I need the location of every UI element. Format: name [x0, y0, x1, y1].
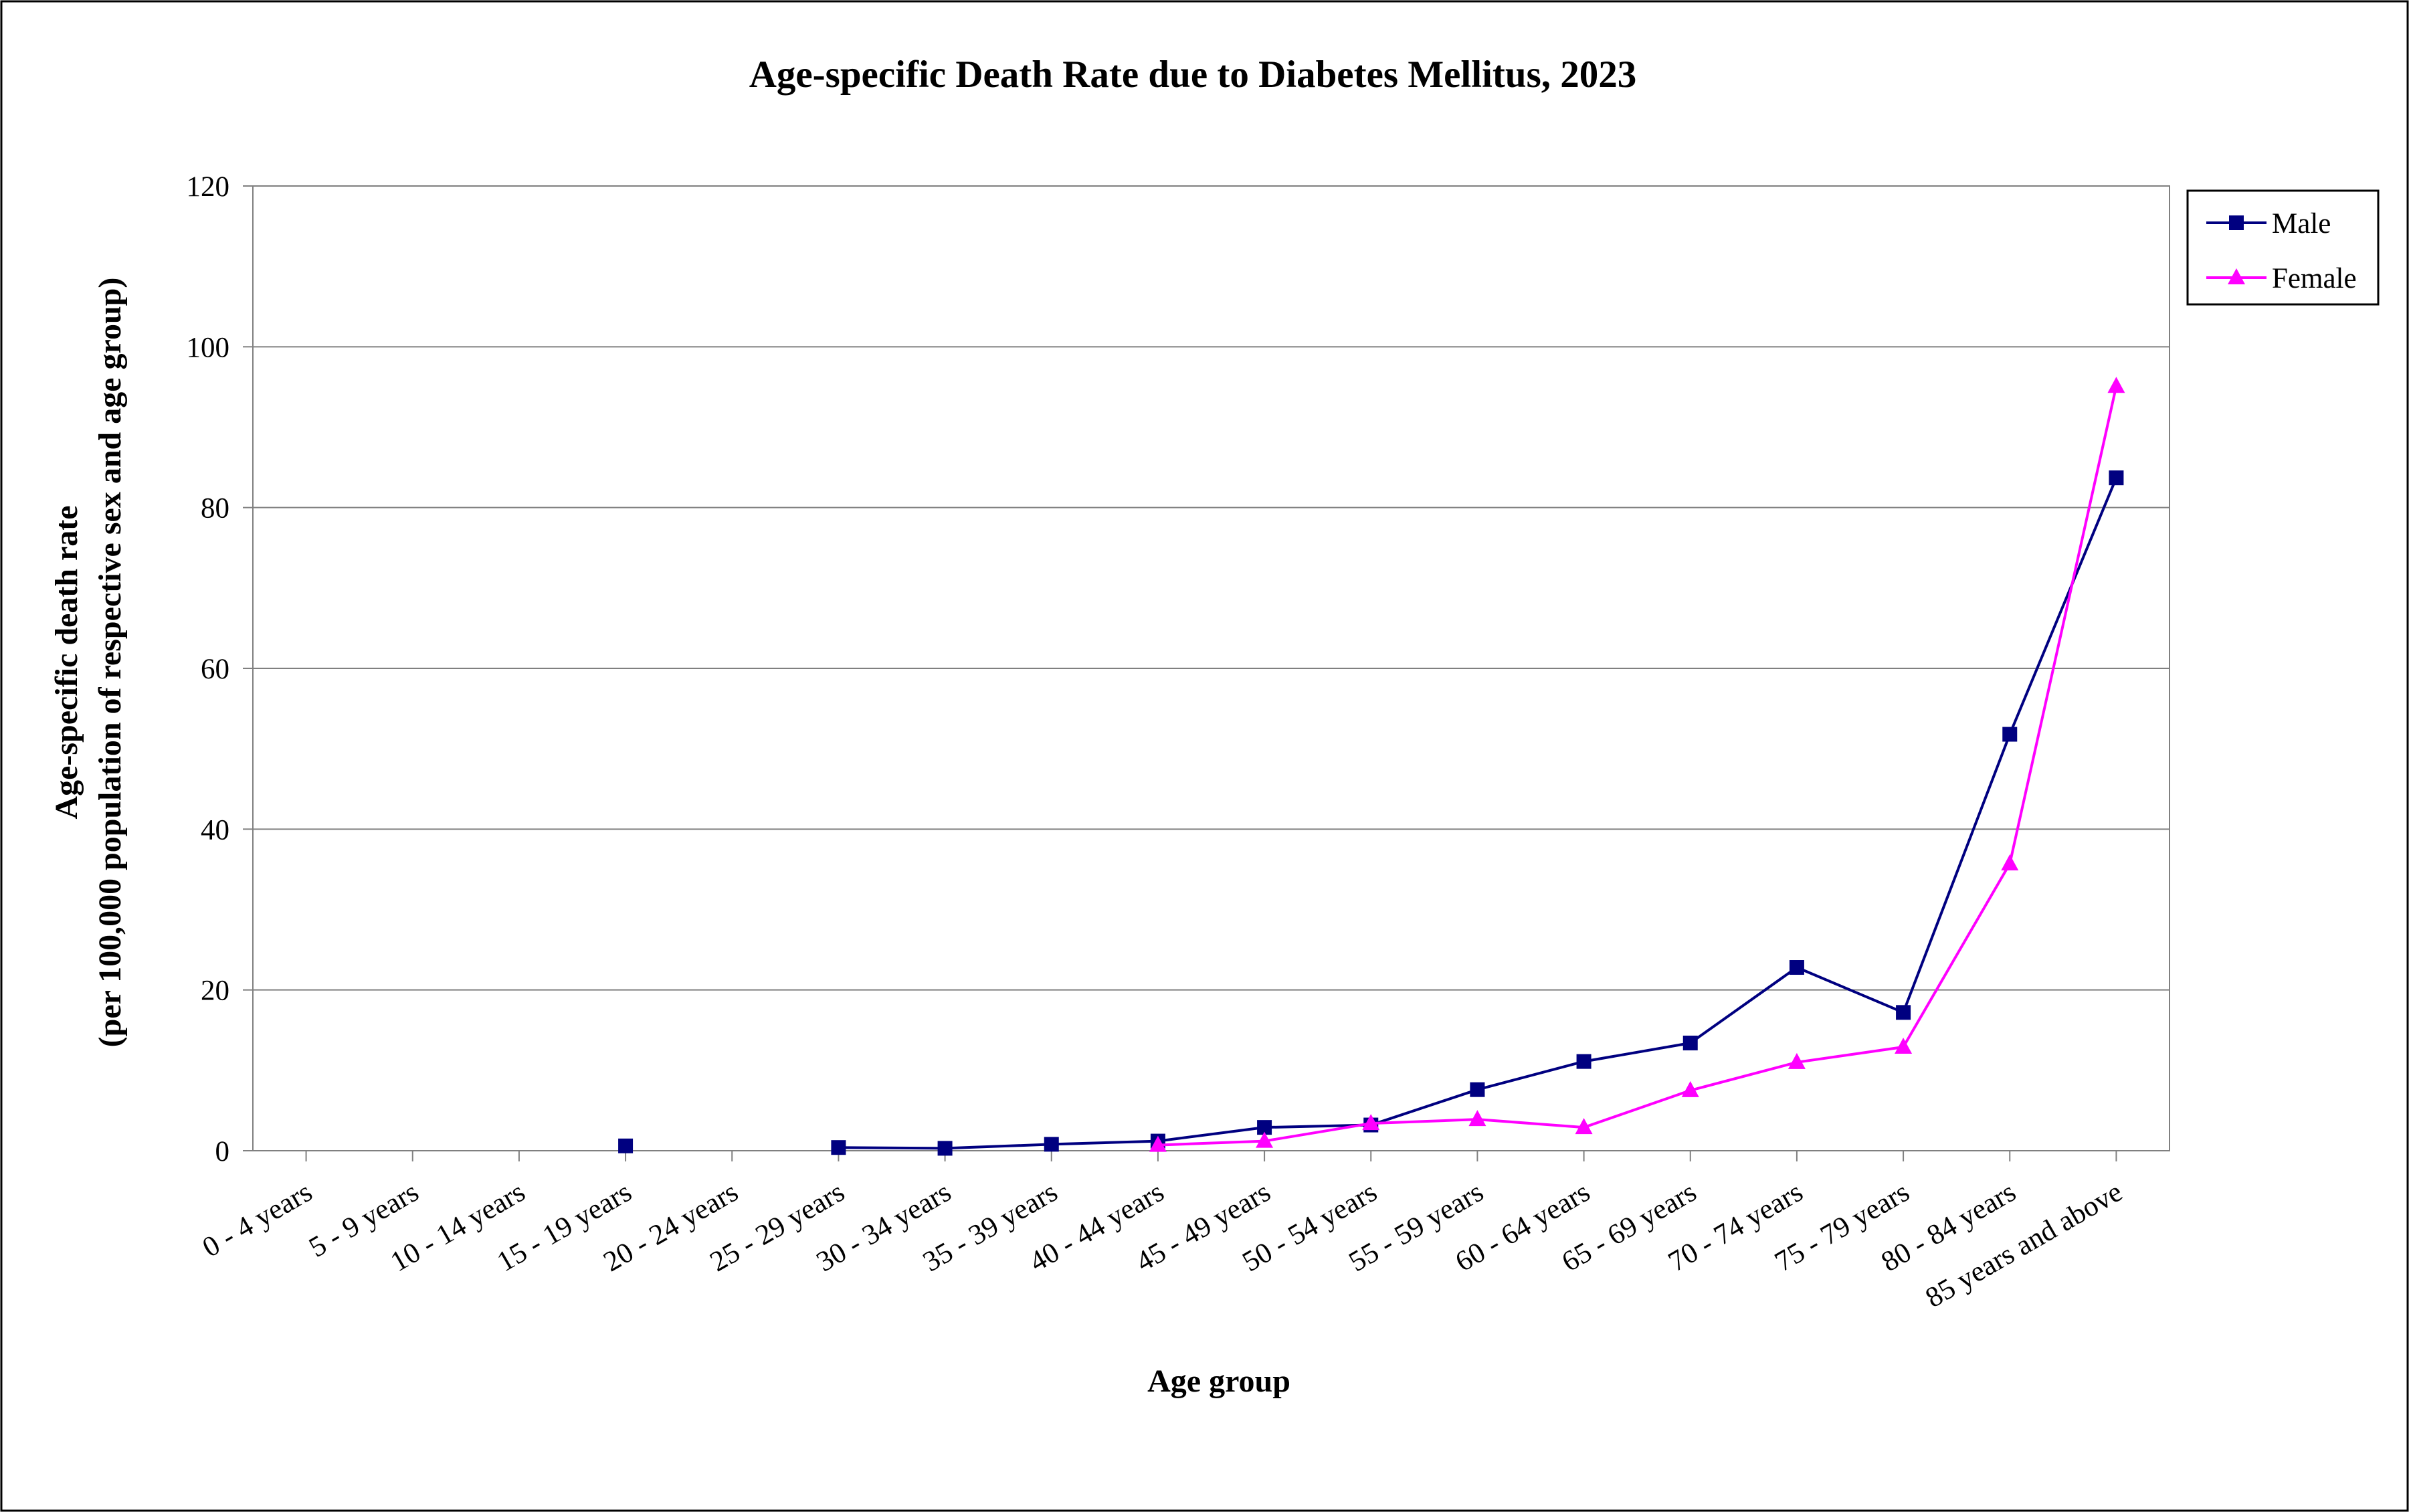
series-female-segment-14	[1690, 1060, 1798, 1092]
legend: Male Female	[2186, 189, 2380, 306]
series-male-segment-17	[2008, 477, 2118, 735]
series-female-segment-15	[1796, 1046, 1904, 1064]
series-male-point-15	[1896, 1005, 1911, 1020]
series-male-point-16	[2002, 727, 2018, 742]
legend-items: Male Female	[2206, 208, 2357, 294]
axes-layer	[243, 185, 2170, 1161]
y-tick-label-0: 0	[215, 1136, 230, 1167]
series-male-segment-14	[1689, 966, 1798, 1044]
series-female-segment-13	[1583, 1089, 1691, 1129]
series-male-segment-8	[1051, 1139, 1158, 1146]
series-male-point-12	[1576, 1054, 1592, 1069]
series-male-point-17	[2109, 470, 2124, 486]
series-male-point-14	[1789, 960, 1804, 975]
series-male-point-9	[1257, 1120, 1272, 1135]
y-tick-label-40: 40	[201, 814, 229, 846]
series-male-point-13	[1682, 1035, 1698, 1050]
series-female-point-8	[1149, 1135, 1167, 1152]
series-female-segment-16	[1902, 863, 2011, 1048]
series-female-point-15	[1895, 1037, 1913, 1054]
series-female-point-10	[1362, 1114, 1380, 1131]
y-tick-labels: 0 20 40 60 80 100 120	[187, 171, 230, 1167]
series-male-segment-6	[838, 1146, 945, 1150]
series-female-point-16	[2001, 854, 2019, 871]
x-axis-title: Age group	[1147, 1363, 1290, 1399]
legend-marker-female	[2228, 268, 2245, 284]
series-female-point-11	[1468, 1110, 1486, 1127]
series-female-segment-12	[1477, 1118, 1584, 1129]
series-male-point-6	[937, 1141, 953, 1156]
series-male-point-5	[831, 1140, 846, 1155]
series-female-segment-9	[1157, 1139, 1265, 1147]
series-male-segment-7	[945, 1143, 1052, 1150]
series-layer	[618, 377, 2125, 1156]
series-male-segment-16	[1902, 733, 2012, 1014]
y-axis-title-line-2: (per 100,000 population of respective se…	[92, 278, 128, 1048]
series-female-point-14	[1788, 1052, 1806, 1069]
series-male-segment-11	[1370, 1088, 1478, 1127]
grid-layer	[252, 185, 2170, 1151]
y-axis-title-line-1: Age-specific death rate	[49, 505, 84, 819]
series-female-segment-10	[1264, 1122, 1371, 1143]
y-tick-label-60: 60	[201, 654, 229, 685]
y-axis-title: Age-specific death rate (per 100,000 pop…	[49, 278, 128, 1048]
series-male-segment-12	[1476, 1060, 1585, 1091]
chart-title: Age-specific Death Rate due to Diabetes …	[749, 54, 1637, 96]
y-tick-label-120: 120	[187, 171, 230, 203]
series-male-point-7	[1044, 1137, 1059, 1152]
series-female-point-13	[1681, 1080, 1699, 1097]
y-tick-label-100: 100	[187, 332, 230, 363]
series-male-point-3	[618, 1138, 634, 1153]
series-female-point-12	[1575, 1118, 1593, 1135]
legend-box	[2186, 189, 2380, 306]
series-female-point-17	[2107, 377, 2125, 393]
legend-label-male: Male	[2272, 208, 2331, 240]
legend-marker-male	[2229, 215, 2244, 230]
y-tick-label-20: 20	[201, 975, 229, 1007]
legend-label-female: Female	[2272, 263, 2357, 294]
series-male-segment-9	[1157, 1126, 1265, 1143]
series-female	[1149, 377, 2125, 1152]
series-female-segment-17	[2008, 385, 2118, 864]
series-male-segment-13	[1583, 1042, 1691, 1063]
series-female-point-9	[1256, 1131, 1274, 1148]
series-female-segment-11	[1371, 1118, 1478, 1125]
series-male-point-11	[1470, 1082, 1485, 1097]
y-tick-label-80: 80	[201, 493, 229, 525]
series-male-segment-15	[1796, 966, 1904, 1014]
